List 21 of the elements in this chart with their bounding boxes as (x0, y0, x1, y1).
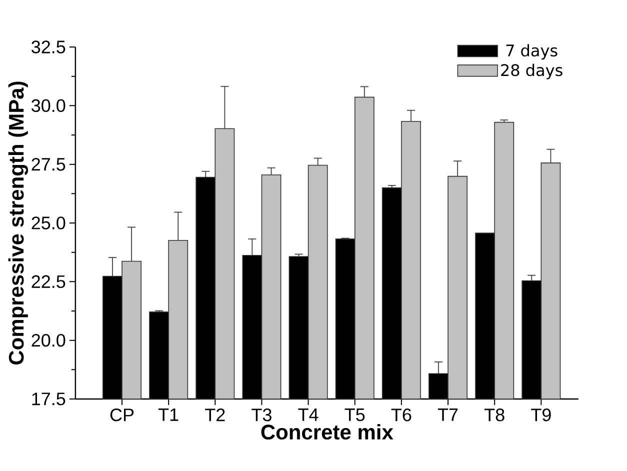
y-axis-title: Compressive strength (MPa) (8, 82, 28, 364)
x-axis-title: Concrete mix (261, 424, 394, 440)
x-tick-label: T5 (344, 408, 365, 422)
y-tick-label: 20.0 (32, 334, 66, 347)
x-tick-label: CP (110, 408, 134, 422)
x-tick-label: T7 (438, 408, 458, 421)
x-tick-label: T9 (531, 408, 551, 422)
x-tick-label: T8 (484, 408, 504, 422)
legend-label: 28 days (501, 64, 562, 80)
y-tick-label: 32.5 (32, 40, 66, 54)
y-tick-label: 22.5 (32, 275, 66, 288)
x-tick-label: T6 (391, 408, 412, 422)
x-tick-label: T2 (205, 408, 225, 422)
x-tick-label: T4 (298, 408, 318, 421)
x-tick-label: T3 (252, 408, 272, 422)
y-tick-label: 27.5 (32, 158, 66, 171)
y-tick-label: 25.0 (32, 216, 66, 230)
y-tick-label: 30.0 (32, 99, 66, 112)
x-tick-label: T1 (158, 408, 178, 421)
y-tick-label: 17.5 (32, 392, 66, 406)
legend-label: 7 days (506, 44, 558, 60)
